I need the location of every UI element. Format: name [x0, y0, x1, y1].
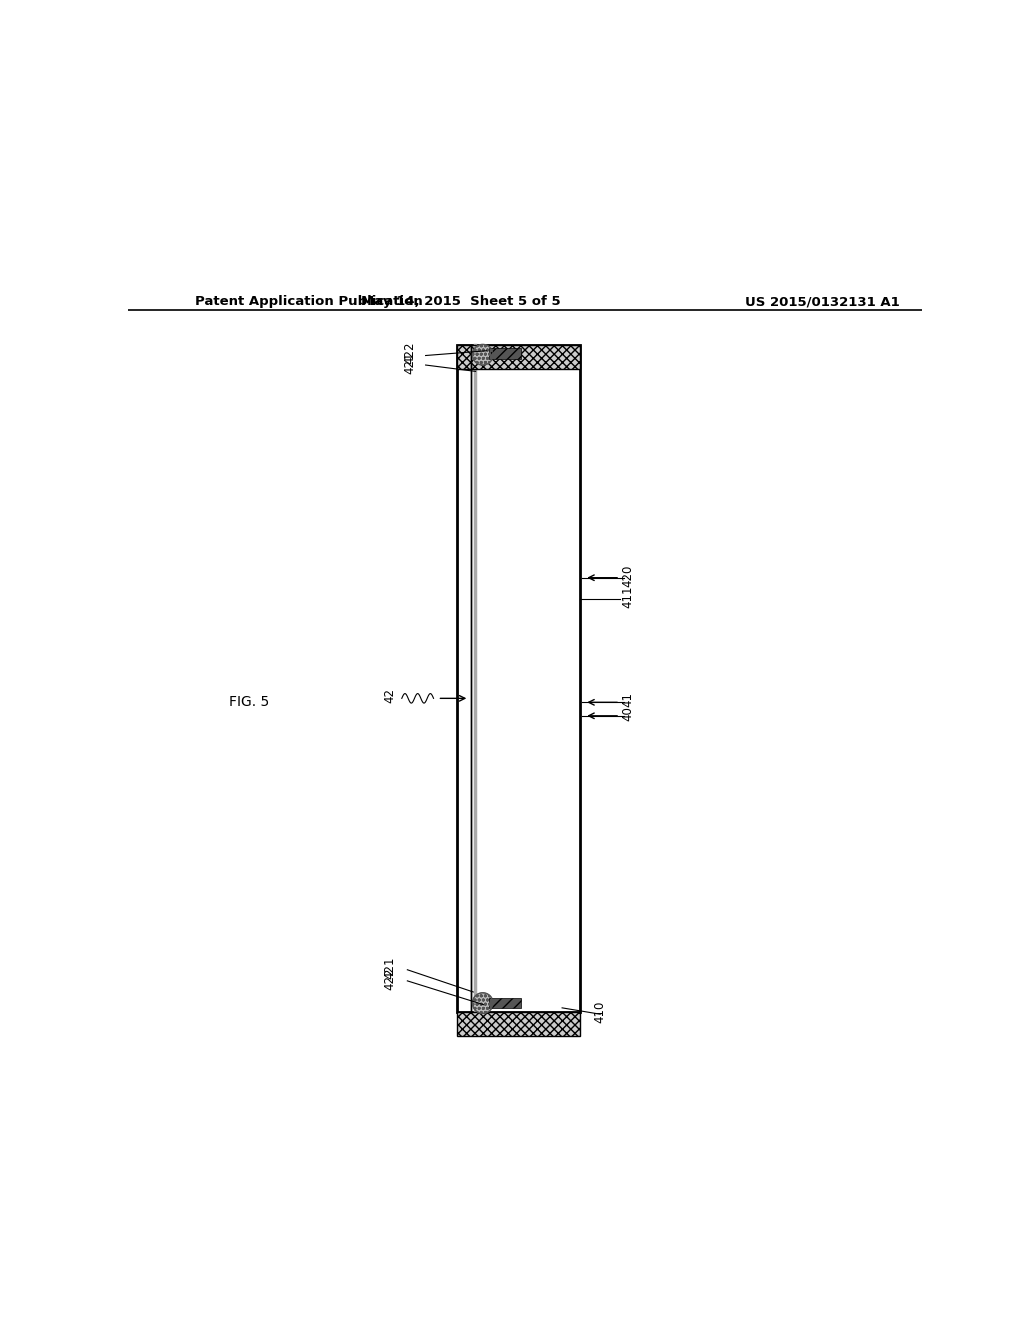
Text: 420: 420	[622, 564, 635, 586]
Text: 421: 421	[383, 956, 396, 978]
Text: 422: 422	[403, 342, 416, 364]
Bar	[458, 346, 581, 370]
Text: FIG. 5: FIG. 5	[228, 696, 268, 709]
Circle shape	[472, 993, 494, 1014]
Text: 422: 422	[383, 968, 396, 990]
Text: May 14, 2015  Sheet 5 of 5: May 14, 2015 Sheet 5 of 5	[361, 296, 561, 308]
Text: Patent Application Publication: Patent Application Publication	[196, 296, 423, 308]
Text: 41: 41	[622, 693, 635, 708]
Circle shape	[472, 345, 494, 366]
Text: 421: 421	[403, 351, 416, 374]
Text: 42: 42	[383, 689, 396, 704]
Bar	[489, 348, 521, 359]
Text: 410: 410	[594, 1001, 606, 1023]
Text: US 2015/0132131 A1: US 2015/0132131 A1	[745, 296, 900, 308]
Bar	[489, 998, 521, 1008]
Text: 411: 411	[622, 586, 635, 609]
Text: 40: 40	[622, 706, 635, 721]
Bar	[458, 1012, 581, 1036]
Bar	[458, 346, 581, 1012]
